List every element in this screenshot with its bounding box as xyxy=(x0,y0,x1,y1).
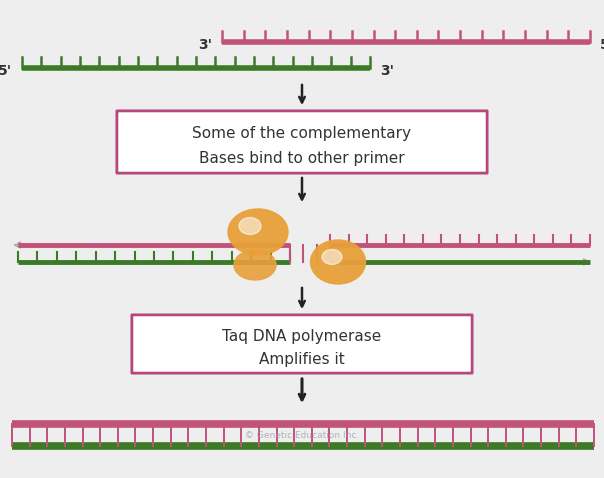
Text: 3': 3' xyxy=(380,64,394,78)
Ellipse shape xyxy=(310,240,365,284)
Text: © Genetic Education Inc.: © Genetic Education Inc. xyxy=(245,431,359,439)
Text: Amplifies it: Amplifies it xyxy=(259,352,345,367)
FancyBboxPatch shape xyxy=(132,315,472,373)
Text: 3': 3' xyxy=(198,38,212,52)
Ellipse shape xyxy=(322,250,342,264)
Text: 5': 5' xyxy=(600,38,604,52)
Ellipse shape xyxy=(239,217,261,235)
Ellipse shape xyxy=(234,250,276,280)
Text: Taq DNA polymerase: Taq DNA polymerase xyxy=(222,329,382,344)
Text: Bases bind to other primer: Bases bind to other primer xyxy=(199,151,405,166)
Text: 5': 5' xyxy=(0,64,12,78)
FancyBboxPatch shape xyxy=(117,111,487,173)
Text: Some of the complementary: Some of the complementary xyxy=(193,127,411,141)
Ellipse shape xyxy=(228,209,288,255)
